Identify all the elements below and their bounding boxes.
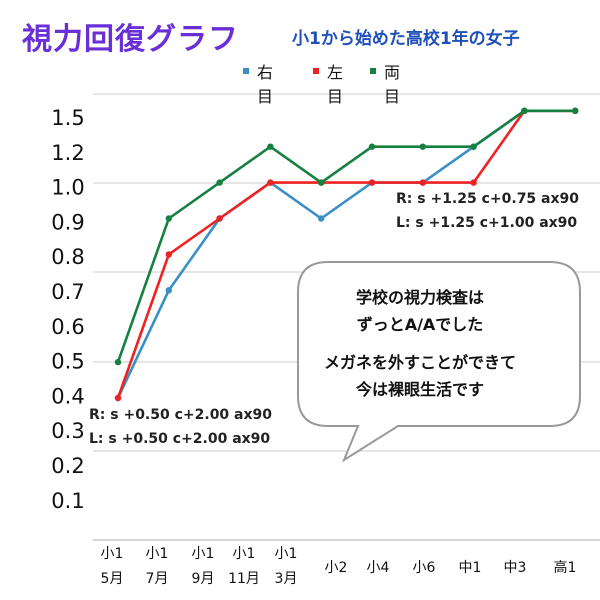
data-point-1 [419,179,426,186]
legend-label: 目 [257,87,273,106]
annotation-text: L: s +1.25 c+1.00 ax90 [396,215,577,231]
annotation-text: R: s +0.50 c+2.00 ax90 [89,407,272,423]
x-tick-label: 小1 [101,546,124,562]
data-point-2 [470,143,477,150]
y-tick-label: 0.2 [51,454,84,478]
data-point-0 [318,215,325,222]
series-line-1 [116,109,576,399]
data-point-1 [368,179,376,186]
annotation-text: L: s +0.50 c+2.00 ax90 [89,431,270,447]
x-tick-label: 小1 [146,546,169,562]
y-tick-label: 0.7 [51,280,84,304]
y-tick-label: 0.4 [51,384,84,408]
chart-title: 視力回復グラフ [22,22,239,57]
data-point-2 [419,143,426,150]
x-tick-label: 小6 [413,560,436,576]
y-tick-label: 0.3 [51,419,84,443]
x-tick-label: 小4 [367,560,390,576]
y-tick-label: 0.5 [51,350,84,374]
legend-label: 両 [384,63,400,82]
data-point-2 [521,107,528,115]
legend-label: 右 [257,63,273,82]
x-tick-label: 11月 [228,571,260,587]
x-tick-label: 9月 [192,571,215,587]
x-tick-label: 高1 [554,559,577,576]
legend-swatch [243,68,249,74]
x-tick-label: 3月 [275,571,298,587]
data-point-2 [368,143,376,150]
y-tick-label: 0.1 [51,489,84,513]
y-tick-label: 1.5 [51,106,84,130]
x-tick-label: 小1 [233,546,256,562]
x-tick-label: 中3 [504,560,527,576]
data-point-2 [267,143,274,150]
data-point-1 [470,179,477,186]
y-tick-label: 0.9 [51,210,84,234]
y-tick-label: 1.0 [51,176,84,200]
x-tick-label: 7月 [146,571,169,587]
data-point-2 [216,179,223,186]
data-point-2 [318,179,325,186]
data-point-1 [267,179,274,186]
x-tick-label: 小1 [192,546,215,562]
data-point-0 [165,287,172,294]
y-tick-label: 0.6 [51,315,84,339]
data-point-2 [165,215,172,222]
legend-swatch [313,68,319,74]
x-tick-label: 中1 [459,560,482,576]
legend-label: 目 [327,87,343,106]
bubble-text: 学校の視力検査は [356,288,484,307]
bubble-text: ずっとA/Aでした [357,315,484,334]
legend-label: 目 [384,87,400,106]
series-line-2 [116,109,576,363]
x-tick-label: 5月 [101,571,124,587]
x-tick-label: 小2 [325,560,348,576]
speech-bubble [297,261,581,463]
bubble-text: 今は裸眼生活です [355,380,484,399]
x-tick-label: 小1 [275,546,298,562]
chart-subtitle: 小1から始めた高校1年の女子 [292,29,520,49]
data-point-1 [114,394,122,402]
y-tick-label: 0.8 [51,245,84,269]
data-point-2 [114,358,122,366]
annotation-text: R: s +1.25 c+0.75 ax90 [396,191,579,207]
legend-label: 左 [327,63,343,82]
data-point-1 [165,251,172,258]
data-point-1 [216,215,223,222]
y-tick-label: 1.2 [51,141,84,165]
bubble-text: メガネを外すことができて [324,353,516,372]
legend-swatch [370,68,376,74]
data-point-2 [572,107,579,115]
